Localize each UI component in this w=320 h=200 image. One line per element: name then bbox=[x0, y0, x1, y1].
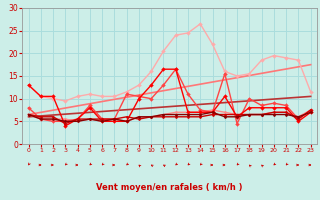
Text: Vent moyen/en rafales ( km/h ): Vent moyen/en rafales ( km/h ) bbox=[96, 183, 243, 192]
